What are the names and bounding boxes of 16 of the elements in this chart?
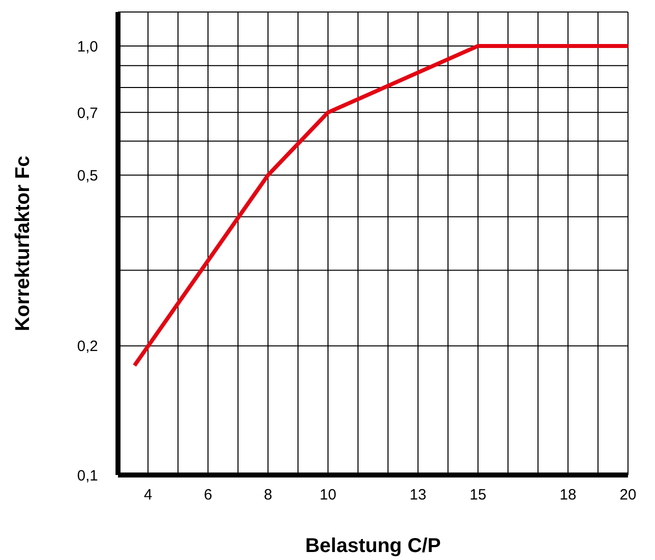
y-tick-label: 0,5 bbox=[77, 167, 98, 184]
x-tick-label: 15 bbox=[470, 486, 486, 504]
x-tick-label: 18 bbox=[560, 486, 576, 504]
y-axis-title: Korrekturfaktor Fc bbox=[12, 156, 34, 332]
x-tick-label: 10 bbox=[320, 486, 336, 504]
y-tick-label: 0,2 bbox=[77, 338, 98, 356]
x-tick-label: 13 bbox=[410, 486, 426, 504]
x-tick-label: 8 bbox=[264, 486, 272, 504]
x-tick-label: 4 bbox=[144, 486, 152, 504]
y-tick-label: 0,1 bbox=[77, 467, 98, 484]
line-series bbox=[132, 44, 628, 368]
x-tick-label: 20 bbox=[620, 486, 636, 504]
y-tick-label: 1,0 bbox=[77, 38, 98, 56]
x-axis-title: Belastung C/P bbox=[305, 535, 441, 557]
x-tick-label: 6 bbox=[204, 486, 212, 504]
y-tick-label: 0,7 bbox=[77, 104, 98, 122]
